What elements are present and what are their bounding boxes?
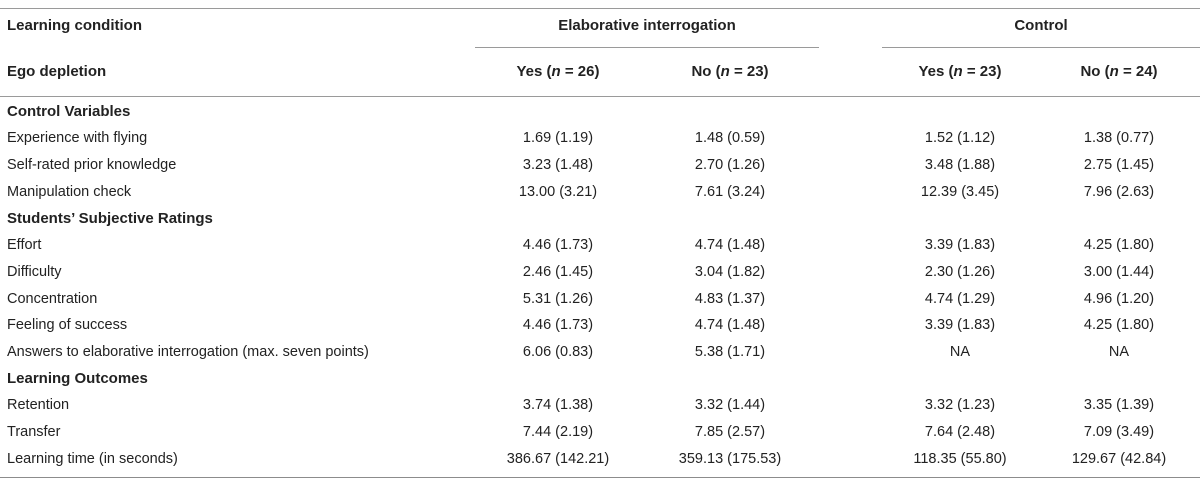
row-label: Difficulty [7, 264, 62, 280]
group-rule-ei [475, 47, 819, 48]
col-header-ei-no: No (n = 23) [691, 63, 769, 80]
cell-ei-yes: 2.46 (1.45) [522, 264, 594, 280]
table-row: Retention 3.74 (1.38) 3.32 (1.44) 3.32 (… [0, 392, 1200, 418]
cell-ei-yes: 386.67 (142.21) [506, 451, 610, 467]
table-row: Experience with flying 1.69 (1.19) 1.48 … [0, 125, 1200, 151]
cell-ei-no: 4.83 (1.37) [694, 291, 766, 307]
top-rule [0, 8, 1200, 9]
section-title: Learning Outcomes [7, 370, 148, 387]
col-header-control-no: No (n = 24) [1080, 63, 1158, 80]
table-row: Transfer 7.44 (2.19) 7.85 (2.57) 7.64 (2… [0, 419, 1200, 445]
cell-ei-yes: 4.46 (1.73) [522, 237, 594, 253]
cell-ei-yes: 13.00 (3.21) [518, 184, 598, 200]
cell-control-no: 7.09 (3.49) [1083, 424, 1155, 440]
cell-control-yes: 4.74 (1.29) [924, 291, 996, 307]
table-row: Concentration 5.31 (1.26) 4.83 (1.37) 4.… [0, 286, 1200, 312]
cell-control-yes: 12.39 (3.45) [920, 184, 1000, 200]
cell-ei-yes: 5.31 (1.26) [522, 291, 594, 307]
table-row: Difficulty 2.46 (1.45) 3.04 (1.82) 2.30 … [0, 259, 1200, 285]
ego-depletion-header: Ego depletion [7, 63, 107, 80]
table-row: Self-rated prior knowledge 3.23 (1.48) 2… [0, 152, 1200, 178]
cell-ei-no: 5.38 (1.71) [694, 344, 766, 360]
cell-control-no: 1.38 (0.77) [1083, 130, 1155, 146]
table-row: Learning time (in seconds) 386.67 (142.2… [0, 446, 1200, 472]
row-label: Concentration [7, 291, 98, 307]
row-label: Self-rated prior knowledge [7, 157, 177, 173]
row-label: Transfer [7, 424, 61, 440]
cell-ei-no: 2.70 (1.26) [694, 157, 766, 173]
cell-control-no: 4.96 (1.20) [1083, 291, 1155, 307]
cell-control-yes: NA [949, 344, 971, 360]
cell-ei-yes: 6.06 (0.83) [522, 344, 594, 360]
row-label: Effort [7, 237, 42, 253]
cell-ei-no: 3.32 (1.44) [694, 397, 766, 413]
table-row: Answers to elaborative interrogation (ma… [0, 339, 1200, 365]
section-title: Students’ Subjective Ratings [7, 210, 213, 227]
cell-control-no: 3.00 (1.44) [1083, 264, 1155, 280]
cell-ei-yes: 1.69 (1.19) [522, 130, 594, 146]
header-row-ego-depletion: Ego depletion Yes (n = 26) No (n = 23) Y… [0, 59, 1200, 85]
cell-ei-no: 359.13 (175.53) [678, 451, 782, 467]
cell-control-yes: 3.48 (1.88) [924, 157, 996, 173]
cell-control-yes: 3.39 (1.83) [924, 317, 996, 333]
cell-control-no: NA [1108, 344, 1130, 360]
cell-control-no: 7.96 (2.63) [1083, 184, 1155, 200]
cell-ei-no: 7.61 (3.24) [694, 184, 766, 200]
cell-ei-no: 3.04 (1.82) [694, 264, 766, 280]
cell-control-yes: 7.64 (2.48) [924, 424, 996, 440]
cell-ei-yes: 3.23 (1.48) [522, 157, 594, 173]
table-row: Feeling of success 4.46 (1.73) 4.74 (1.4… [0, 312, 1200, 338]
cell-control-yes: 2.30 (1.26) [924, 264, 996, 280]
control-header: Control [1014, 17, 1068, 34]
row-label: Feeling of success [7, 317, 128, 333]
cell-control-no: 4.25 (1.80) [1083, 317, 1155, 333]
elaborative-interrogation-header: Elaborative interrogation [558, 17, 736, 34]
row-label: Retention [7, 397, 70, 413]
col-header-ei-yes: Yes (n = 26) [516, 63, 600, 80]
cell-ei-yes: 3.74 (1.38) [522, 397, 594, 413]
cell-ei-no: 1.48 (0.59) [694, 130, 766, 146]
section-subjective-ratings: Students’ Subjective Ratings [0, 206, 1200, 232]
header-rule [0, 96, 1200, 97]
table-row: Effort 4.46 (1.73) 4.74 (1.48) 3.39 (1.8… [0, 232, 1200, 258]
cell-control-yes: 3.32 (1.23) [924, 397, 996, 413]
cell-ei-yes: 4.46 (1.73) [522, 317, 594, 333]
col-header-control-yes: Yes (n = 23) [918, 63, 1002, 80]
cell-control-yes: 118.35 (55.80) [913, 451, 1007, 467]
cell-ei-yes: 7.44 (2.19) [522, 424, 594, 440]
cell-control-no: 4.25 (1.80) [1083, 237, 1155, 253]
row-label: Manipulation check [7, 184, 132, 200]
section-title: Control Variables [7, 103, 131, 120]
cell-control-no: 129.67 (42.84) [1071, 451, 1167, 467]
learning-condition-header: Learning condition [7, 17, 142, 34]
cell-ei-no: 4.74 (1.48) [694, 317, 766, 333]
cell-control-yes: 3.39 (1.83) [924, 237, 996, 253]
cell-control-yes: 1.52 (1.12) [924, 130, 996, 146]
cell-control-no: 2.75 (1.45) [1083, 157, 1155, 173]
bottom-rule [0, 477, 1200, 478]
row-label: Experience with flying [7, 130, 148, 146]
cell-ei-no: 7.85 (2.57) [694, 424, 766, 440]
cell-control-no: 3.35 (1.39) [1083, 397, 1155, 413]
header-row-conditions: Learning condition Elaborative interroga… [0, 13, 1200, 39]
row-label: Answers to elaborative interrogation (ma… [7, 344, 369, 360]
section-learning-outcomes: Learning Outcomes [0, 366, 1200, 392]
row-label: Learning time (in seconds) [7, 451, 178, 467]
cell-ei-no: 4.74 (1.48) [694, 237, 766, 253]
section-control-variables: Control Variables [0, 99, 1200, 125]
table-row: Manipulation check 13.00 (3.21) 7.61 (3.… [0, 179, 1200, 205]
group-rule-control [882, 47, 1200, 48]
